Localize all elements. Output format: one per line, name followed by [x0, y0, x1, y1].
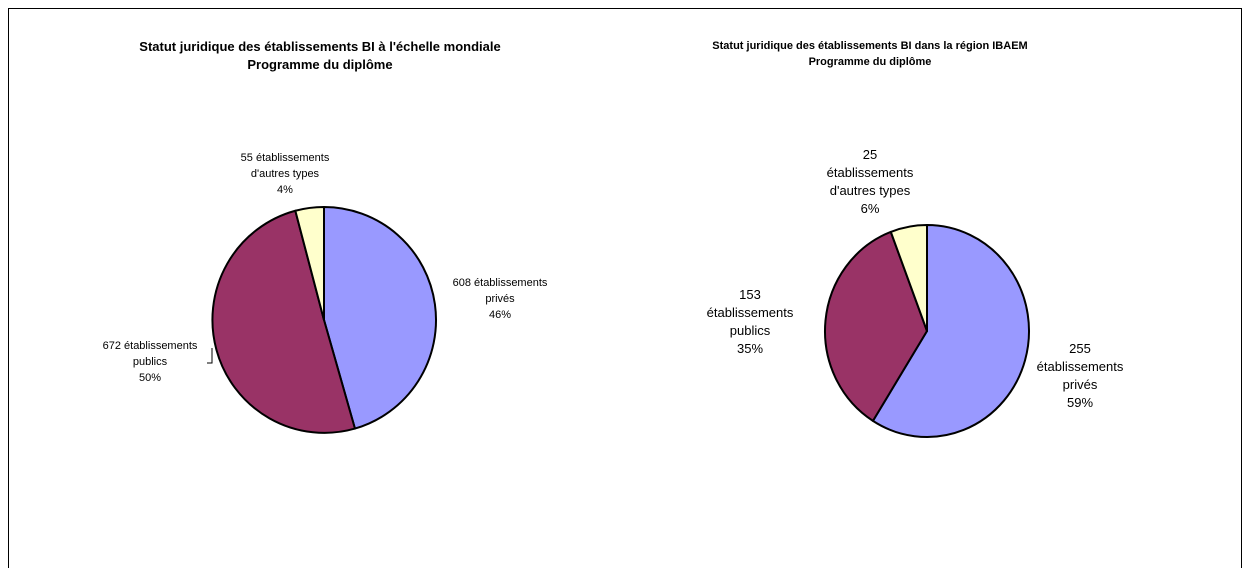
chart-title-ibaem-line1: Statut juridique des établissements BI d… [712, 40, 1028, 52]
chart-frame [8, 8, 1242, 568]
pie-slice-global-public [211, 209, 356, 434]
data-label-ibaem-private: 255 établissements privés 59% [1036, 341, 1124, 410]
chart-title-global-line1: Statut juridique des établissements BI à… [139, 39, 501, 54]
pie-slice-global-private [323, 206, 437, 430]
data-label-ibaem-other: 25 établissements d'autres types 6% [826, 147, 914, 216]
pie-slice-ibaem-other [889, 224, 928, 332]
pie-slice-ibaem-private [871, 224, 1030, 438]
data-label-global-other: 55 établissements d'autres types 4% [240, 152, 330, 196]
chart-subtitle-ibaem: Programme du diplôme [808, 56, 932, 68]
chart-subtitle-global: Programme du diplôme [247, 57, 393, 72]
data-label-global-public: 672 établissements publics 50% [102, 340, 198, 384]
chart-title-global: Statut juridique des établissements BI à… [80, 38, 560, 74]
chart-title-ibaem: Statut juridique des établissements BI d… [660, 38, 1080, 70]
data-label-global-private: 608 établissements privés 46% [452, 277, 548, 321]
pie-slice-ibaem-public [824, 230, 928, 422]
pie-chart-ibaem [824, 224, 1030, 438]
pie-slice-global-other [294, 205, 325, 321]
leader-line-public [207, 348, 213, 364]
pie-chart-global [211, 205, 437, 434]
data-label-ibaem-public: 153 établissements publics 35% [706, 287, 794, 356]
